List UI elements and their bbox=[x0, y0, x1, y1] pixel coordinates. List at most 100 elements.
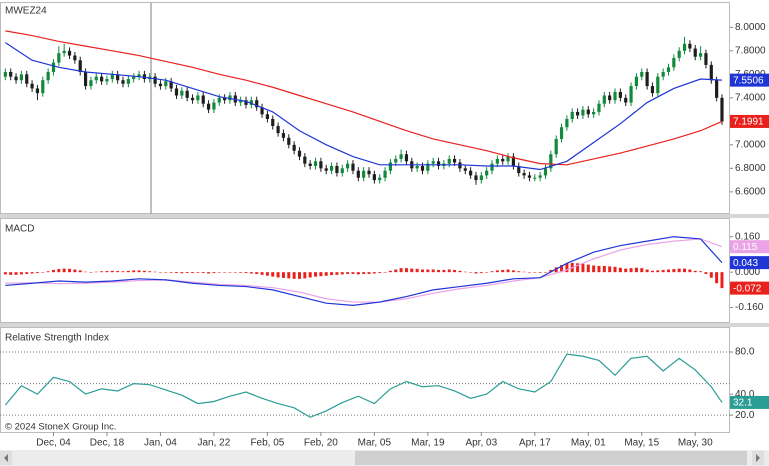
candle-body bbox=[126, 79, 130, 84]
histogram-bar bbox=[543, 272, 547, 273]
candle-body bbox=[201, 95, 205, 104]
candle-body bbox=[394, 158, 398, 163]
candle-body bbox=[110, 74, 114, 80]
histogram-bar bbox=[378, 272, 382, 274]
histogram-bar bbox=[116, 271, 120, 273]
candle-body bbox=[495, 158, 499, 164]
candle-body bbox=[206, 103, 211, 110]
histogram-bar bbox=[153, 271, 157, 273]
candle-body bbox=[255, 100, 259, 108]
histogram-bar bbox=[233, 272, 237, 273]
histogram-bar bbox=[586, 264, 590, 273]
histogram-bar bbox=[292, 272, 296, 279]
x-tick-label: Feb, 20 bbox=[304, 438, 338, 449]
histogram-bar bbox=[9, 272, 13, 275]
histogram-bar bbox=[196, 272, 200, 273]
histogram-bar bbox=[25, 272, 29, 274]
candle-body bbox=[25, 74, 29, 84]
candle-body bbox=[575, 111, 580, 116]
histogram-bar bbox=[314, 272, 318, 277]
candle-body bbox=[276, 126, 280, 134]
candle-body bbox=[51, 62, 56, 72]
candle-body bbox=[720, 97, 724, 122]
histogram-bar bbox=[666, 269, 670, 273]
y-tick-label: 0.160 bbox=[735, 231, 760, 242]
candle-body bbox=[452, 158, 457, 163]
histogram-bar bbox=[239, 272, 243, 273]
histogram-bar bbox=[565, 263, 569, 273]
candle-body bbox=[624, 97, 628, 103]
histogram-bar bbox=[469, 272, 473, 273]
y-tick-label: 7.4000 bbox=[735, 92, 766, 103]
histogram-bar bbox=[260, 272, 264, 275]
candle-body bbox=[693, 48, 697, 57]
histogram-bar bbox=[549, 269, 553, 273]
histogram-bar bbox=[351, 272, 355, 274]
x-tick-label: Mar, 19 bbox=[411, 438, 445, 449]
histogram-bar bbox=[14, 272, 18, 275]
candle-body bbox=[362, 170, 366, 178]
panel-divider bbox=[0, 323, 769, 327]
value-box bbox=[730, 281, 769, 295]
scrollbar-thumb[interactable] bbox=[355, 451, 747, 465]
histogram-bar bbox=[132, 270, 136, 273]
histogram-bar bbox=[485, 272, 489, 273]
candle-body bbox=[73, 55, 77, 61]
y-tick-label: 6.6000 bbox=[735, 186, 766, 197]
candle-body bbox=[335, 165, 339, 174]
x-tick-label: May, 01 bbox=[571, 438, 606, 449]
histogram-bar bbox=[169, 272, 173, 273]
indicator-line bbox=[5, 42, 723, 171]
histogram-bar bbox=[319, 272, 323, 277]
value-box bbox=[730, 114, 769, 128]
value-box bbox=[730, 73, 769, 87]
histogram-bar bbox=[501, 269, 505, 273]
histogram-bar bbox=[383, 272, 387, 273]
histogram-bar bbox=[137, 270, 141, 273]
scroll-right-arrow bbox=[756, 454, 760, 462]
candle-body bbox=[426, 163, 430, 171]
candle-body bbox=[169, 81, 173, 89]
histogram-bar bbox=[437, 269, 441, 273]
value-label: 7.1991 bbox=[733, 117, 764, 128]
candle-body bbox=[506, 156, 510, 162]
histogram-bar bbox=[672, 269, 676, 273]
candle-body bbox=[185, 90, 189, 98]
histogram-bar bbox=[511, 270, 515, 273]
histogram-bar bbox=[249, 272, 253, 274]
candle-body bbox=[329, 165, 334, 171]
histogram-bar bbox=[180, 272, 184, 274]
histogram-bar bbox=[394, 269, 398, 273]
histogram-bar bbox=[688, 269, 692, 273]
histogram-bar bbox=[656, 270, 660, 273]
y-tick-label: 7.8000 bbox=[735, 45, 766, 56]
copyright: © 2024 StoneX Group Inc. bbox=[5, 422, 117, 433]
histogram-bar bbox=[463, 271, 467, 273]
candle-body bbox=[538, 175, 542, 178]
x-tick-label: Dec, 04 bbox=[36, 438, 71, 449]
histogram-bar bbox=[517, 271, 521, 273]
histogram-bar bbox=[490, 271, 494, 273]
histogram-bar bbox=[89, 272, 93, 273]
macd-panel-border bbox=[0, 218, 730, 323]
candle-body bbox=[399, 154, 403, 159]
candle-body bbox=[265, 114, 269, 119]
candle-body bbox=[356, 170, 360, 178]
candle-body bbox=[640, 71, 644, 77]
candle-body bbox=[67, 50, 72, 56]
histogram-bar bbox=[699, 271, 703, 273]
histogram-bar bbox=[51, 269, 55, 273]
histogram-bar bbox=[431, 269, 435, 273]
candle-body bbox=[260, 107, 264, 115]
candle-body bbox=[196, 95, 200, 101]
histogram-bar bbox=[399, 268, 403, 273]
candle-body bbox=[35, 88, 40, 94]
histogram-bar bbox=[506, 269, 510, 273]
histogram-bar bbox=[100, 271, 104, 273]
candle-body bbox=[297, 150, 302, 157]
x-tick-label: Apr, 17 bbox=[519, 438, 551, 449]
histogram-bar bbox=[105, 271, 109, 273]
x-tick-label: Mar, 05 bbox=[358, 438, 392, 449]
candle-body bbox=[608, 95, 612, 101]
